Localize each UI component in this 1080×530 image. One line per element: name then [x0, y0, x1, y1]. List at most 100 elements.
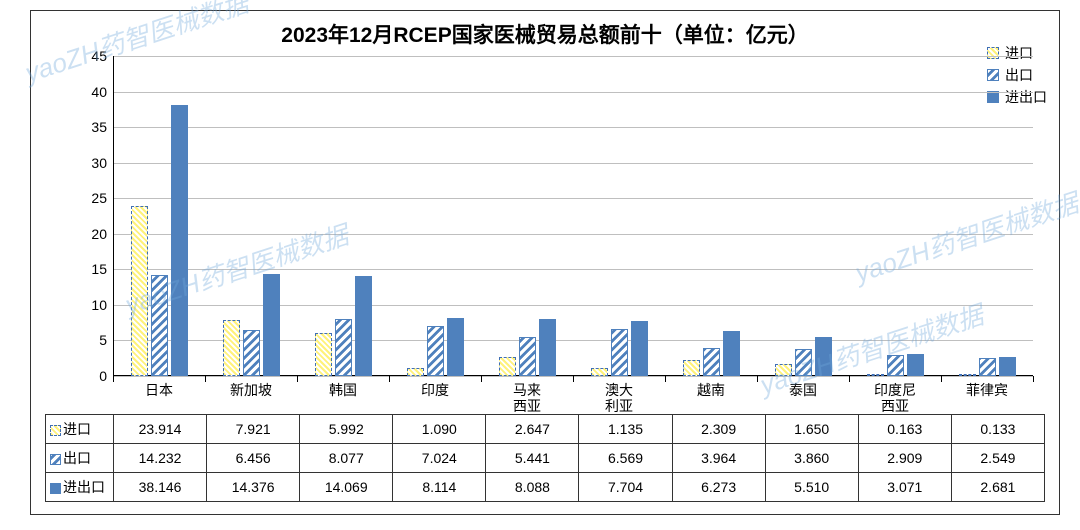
table-cell: 14.376 — [207, 473, 300, 502]
bar-export — [979, 358, 996, 376]
x-label: 新加坡 — [205, 382, 297, 398]
table-cell: 1.135 — [579, 415, 672, 444]
table-cell: 14.232 — [114, 444, 207, 473]
gridline — [113, 198, 1033, 199]
bar-import — [683, 360, 700, 376]
bar-import — [131, 206, 148, 376]
table-cell: 14.069 — [300, 473, 393, 502]
y-tick-label: 20 — [91, 226, 107, 242]
bar-total — [999, 357, 1016, 376]
table-cell: 5.441 — [486, 444, 579, 473]
bar-export — [243, 330, 260, 376]
bar-import — [959, 374, 976, 376]
bar-group — [757, 337, 849, 376]
y-tick-label: 35 — [91, 119, 107, 135]
bar-total — [907, 354, 924, 376]
table-cell: 6.273 — [672, 473, 765, 502]
table-cell: 2.681 — [951, 473, 1044, 502]
row-label: 进口 — [63, 421, 91, 437]
bar-export — [795, 349, 812, 376]
bar-import — [315, 333, 332, 376]
x-label: 韩国 — [297, 382, 389, 398]
table-cell: 2.909 — [858, 444, 951, 473]
bar-group — [205, 274, 297, 376]
category-separator — [113, 376, 114, 382]
bar-export — [519, 337, 536, 376]
y-tick-label: 0 — [99, 368, 107, 384]
table-cell: 23.914 — [114, 415, 207, 444]
table-cell: 8.077 — [300, 444, 393, 473]
x-label: 澳大利亚 — [573, 382, 665, 414]
x-label: 越南 — [665, 382, 757, 398]
gridline — [113, 127, 1033, 128]
table-row: 进出口38.14614.37614.0698.1148.0887.7046.27… — [46, 473, 1045, 502]
bar-export — [427, 326, 444, 376]
table-cell: 38.146 — [114, 473, 207, 502]
bar-group — [389, 318, 481, 376]
bar-export — [887, 355, 904, 376]
gridline — [113, 234, 1033, 235]
table-cell: 0.163 — [858, 415, 951, 444]
bar-total — [355, 276, 372, 376]
gridline — [113, 163, 1033, 164]
bar-group — [113, 105, 205, 376]
table-row-header: 出口 — [46, 444, 114, 473]
y-tick-label: 25 — [91, 190, 107, 206]
bar-import — [591, 368, 608, 376]
plot: 051015202530354045日本新加坡韩国印度马来西亚澳大利亚越南泰国印… — [113, 56, 1033, 376]
bar-import — [867, 374, 884, 376]
table-cell: 8.114 — [393, 473, 486, 502]
gridline — [113, 56, 1033, 57]
y-tick-label: 30 — [91, 155, 107, 171]
bar-import — [775, 364, 792, 376]
table-cell: 0.133 — [951, 415, 1044, 444]
x-label: 印度 — [389, 382, 481, 398]
bar-total — [631, 321, 648, 376]
row-swatch-total — [50, 483, 61, 494]
table-cell: 5.992 — [300, 415, 393, 444]
table-row-header: 进口 — [46, 415, 114, 444]
bar-total — [447, 318, 464, 376]
y-tick-label: 10 — [91, 297, 107, 313]
y-tick-label: 45 — [91, 48, 107, 64]
table-cell: 2.549 — [951, 444, 1044, 473]
table-cell: 1.650 — [765, 415, 858, 444]
x-label: 菲律宾 — [941, 382, 1033, 398]
table-row: 进口23.9147.9215.9921.0902.6471.1352.3091.… — [46, 415, 1045, 444]
table-cell: 3.860 — [765, 444, 858, 473]
bar-group — [849, 354, 941, 376]
bar-group — [665, 331, 757, 376]
table-cell: 6.456 — [207, 444, 300, 473]
table-cell: 1.090 — [393, 415, 486, 444]
row-swatch-export — [50, 454, 61, 465]
bar-total — [539, 319, 556, 377]
x-label: 泰国 — [757, 382, 849, 398]
bar-export — [611, 329, 628, 376]
bar-import — [499, 357, 516, 376]
table-cell: 5.510 — [765, 473, 858, 502]
bar-export — [703, 348, 720, 376]
row-label: 进出口 — [63, 479, 105, 495]
x-label: 印度尼西亚 — [849, 382, 941, 414]
table-cell: 3.071 — [858, 473, 951, 502]
row-swatch-import — [50, 425, 61, 436]
bar-group — [941, 357, 1033, 376]
gridline — [113, 269, 1033, 270]
chart-title: 2023年12月RCEP国家医械贸易总额前十（单位：亿元） — [31, 11, 1059, 53]
gridline — [113, 92, 1033, 93]
row-label: 出口 — [63, 450, 91, 466]
table-cell: 7.704 — [579, 473, 672, 502]
bar-group — [297, 276, 389, 376]
bar-group — [573, 321, 665, 376]
y-tick-label: 15 — [91, 261, 107, 277]
y-tick-label: 5 — [99, 332, 107, 348]
bar-total — [171, 105, 188, 376]
table-cell: 2.647 — [486, 415, 579, 444]
bar-import — [407, 368, 424, 376]
x-label: 日本 — [113, 382, 205, 398]
table-cell: 7.024 — [393, 444, 486, 473]
bar-import — [223, 320, 240, 376]
bar-export — [335, 319, 352, 376]
plot-area: 051015202530354045日本新加坡韩国印度马来西亚澳大利亚越南泰国印… — [113, 56, 1033, 376]
bar-export — [151, 275, 168, 376]
